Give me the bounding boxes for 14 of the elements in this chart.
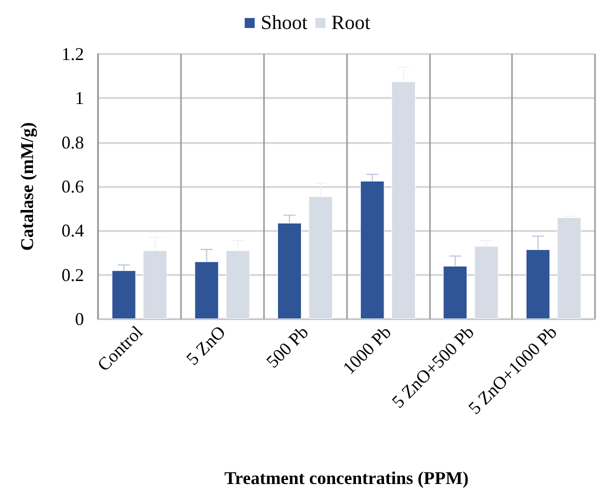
y-tick-label: 0.6 [62,176,84,196]
x-axis-title: Treatment concentratins (PPM) [224,468,469,488]
y-tick-label: 1.2 [62,44,84,64]
x-tick-label: 1000 Pb [338,322,395,378]
legend-label: Shoot [260,12,308,34]
y-tick-label: 0 [75,309,84,329]
y-tick-label: 1 [75,88,84,108]
y-tick-label: 0.8 [62,132,84,152]
y-tick-label: 0.2 [62,264,84,285]
y-tick-label: 0.4 [62,220,84,241]
x-tick-label: 500 Pb [262,322,312,372]
legend-label: Root [331,12,371,34]
y-axis-title: Catalase (mM/g) [17,122,37,251]
x-tick-label: 5 ZnO [182,322,230,369]
